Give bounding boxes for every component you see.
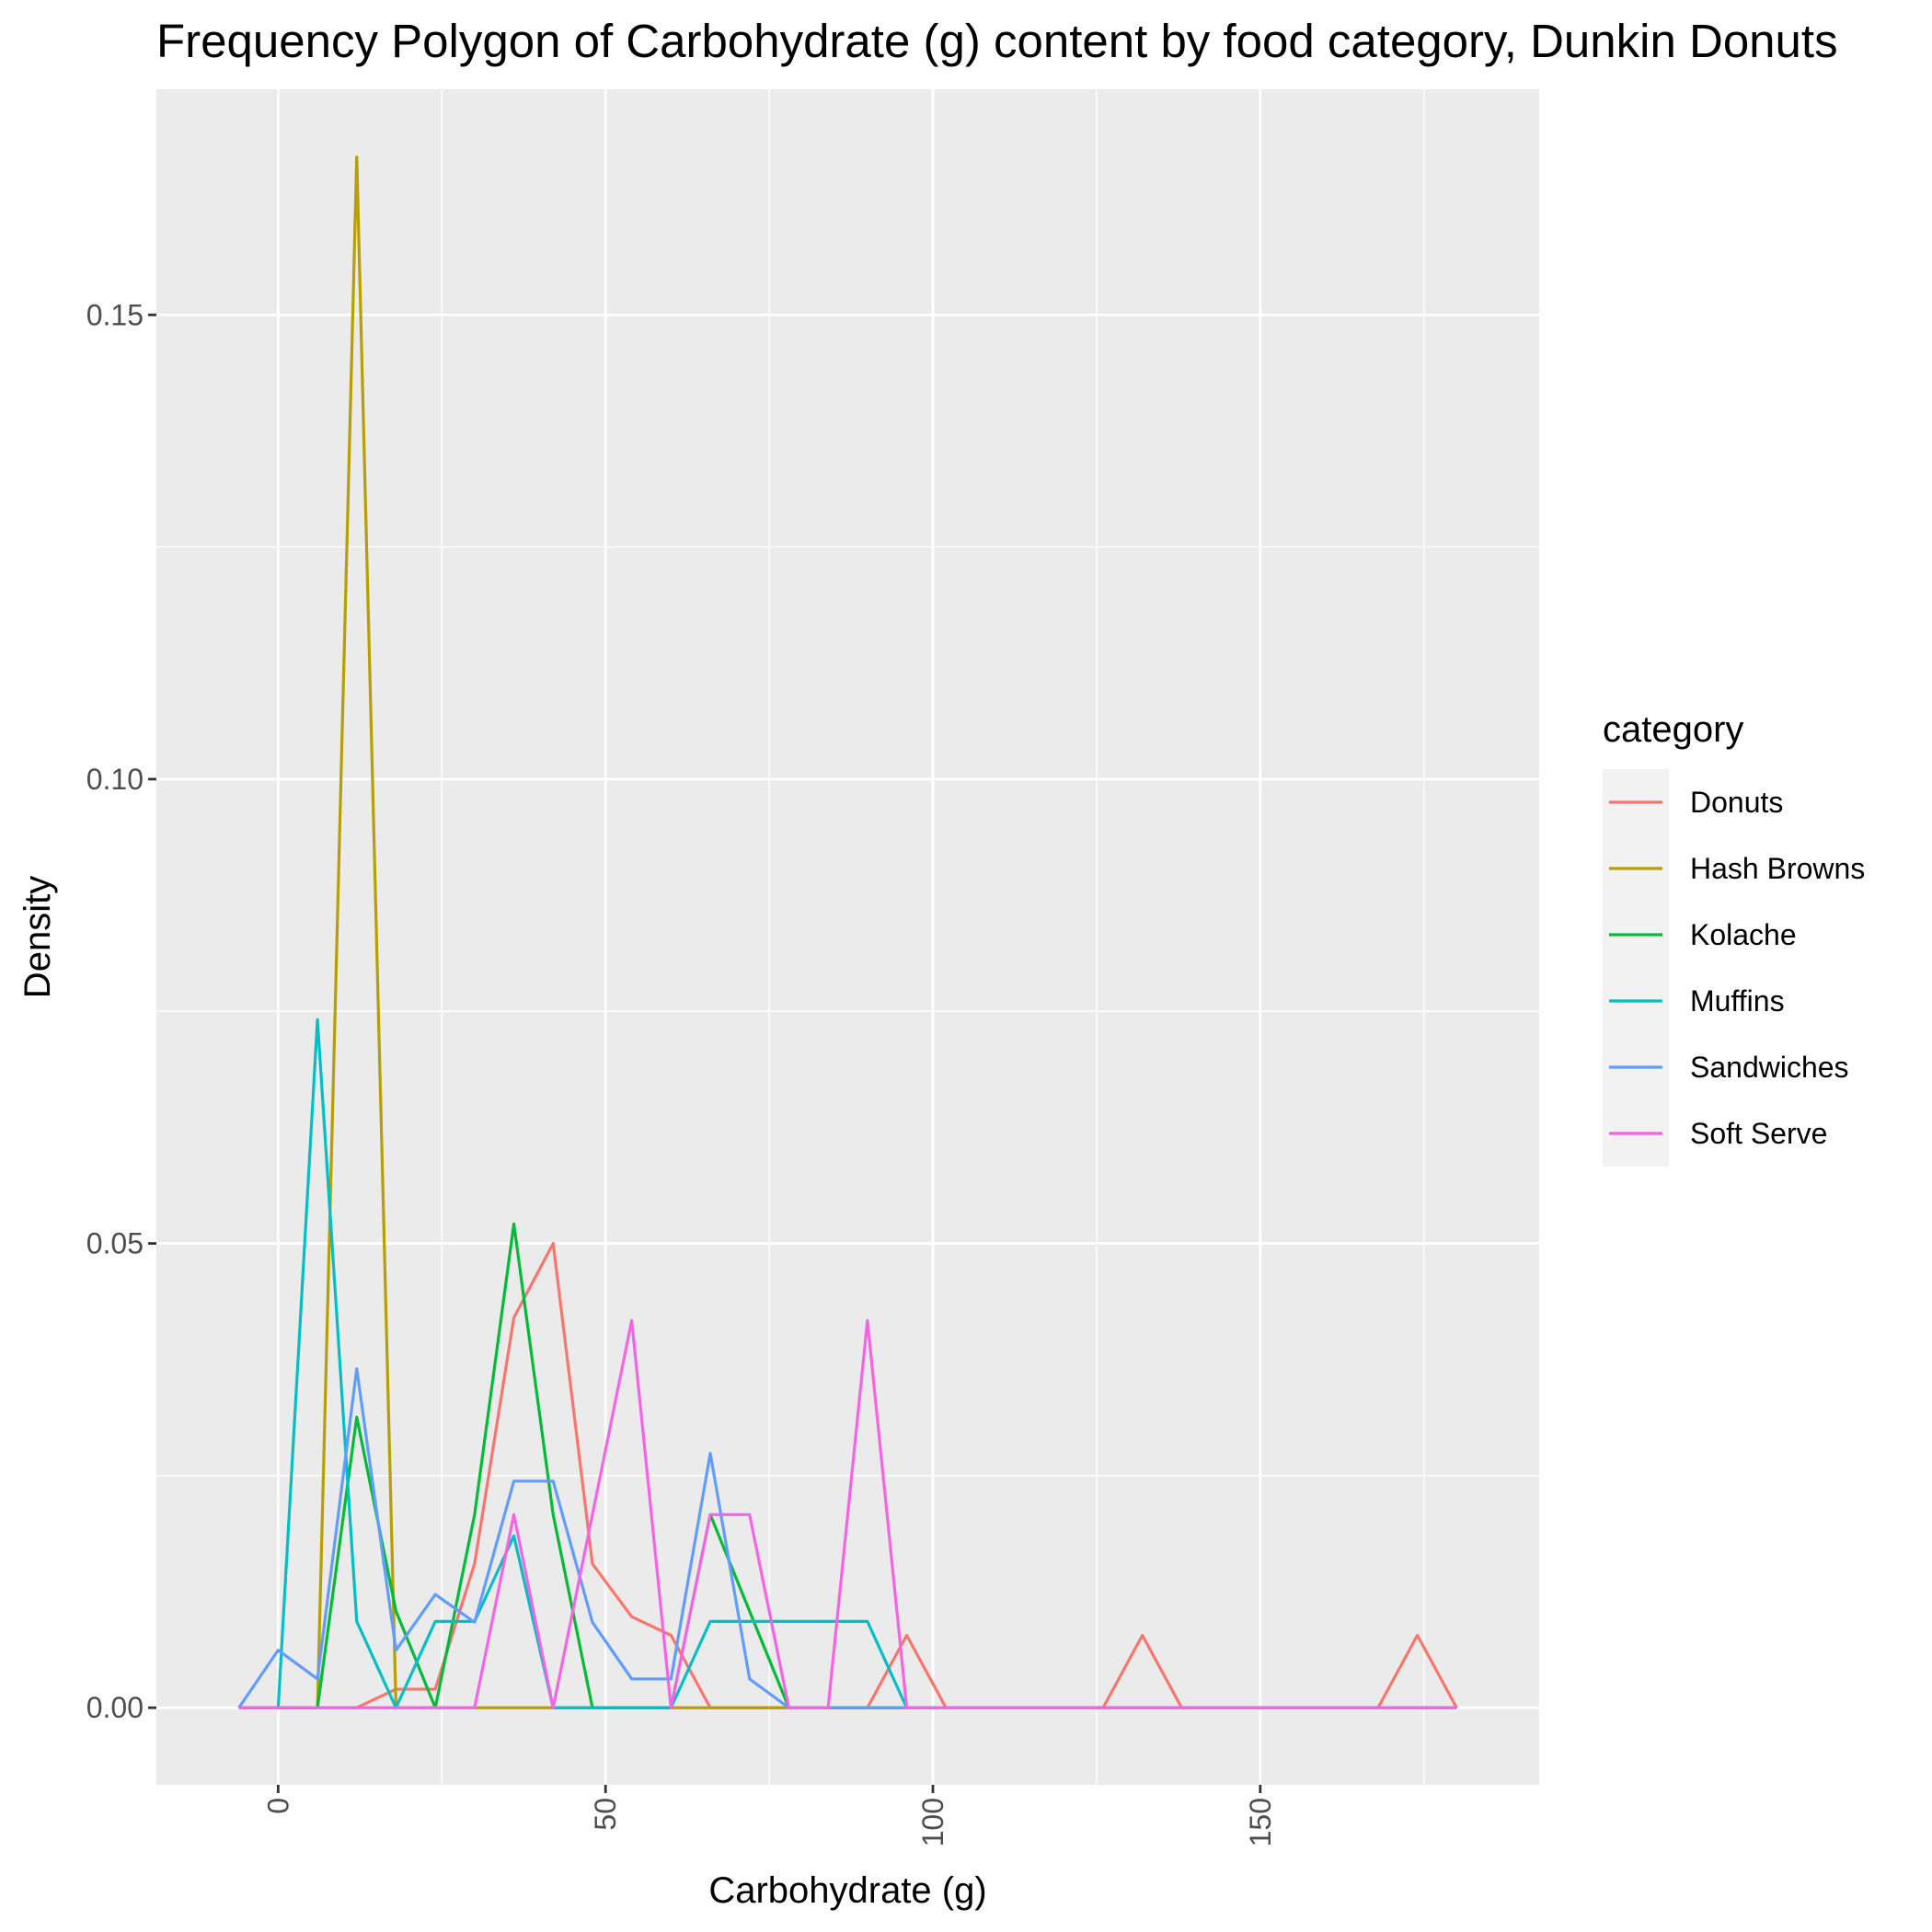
- x-tick-label: 0: [261, 1798, 294, 1814]
- grid-major: [156, 89, 1539, 1785]
- series-line-soft-serve: [238, 1318, 1457, 1709]
- legend-label-hash-browns: Hash Browns: [1690, 852, 1865, 885]
- legend-label-kolache: Kolache: [1690, 918, 1797, 951]
- x-tick-label: 100: [916, 1798, 949, 1846]
- legend-label-soft-serve: Soft Serve: [1690, 1117, 1827, 1150]
- legend: category Donuts Hash Browns Kolache Muffins…: [1603, 709, 1865, 1167]
- y-axis: 0.00 0.05 0.10 0.15: [86, 298, 156, 1724]
- chart-title: Frequency Polygon of Carbohydrate (g) co…: [156, 15, 1838, 67]
- legend-key-background: [1603, 769, 1669, 1167]
- x-axis: 0 50 100 150: [261, 1785, 1277, 1846]
- x-tick-label: 50: [589, 1798, 622, 1831]
- x-axis-title: Carbohydrate (g): [708, 1870, 986, 1911]
- y-tick-label: 0.00: [86, 1691, 144, 1724]
- legend-label-donuts: Donuts: [1690, 786, 1783, 819]
- y-tick-label: 0.10: [86, 763, 144, 796]
- y-tick-label: 0.15: [86, 298, 144, 331]
- plot-panel: [156, 89, 1539, 1785]
- legend-items: Donuts Hash Browns Kolache Muffins Sandwiche…: [1609, 786, 1865, 1150]
- legend-title: category: [1603, 709, 1743, 750]
- grid-minor: [113, 89, 1539, 1785]
- y-tick-label: 0.05: [86, 1227, 144, 1260]
- y-axis-title: Density: [17, 876, 58, 998]
- x-tick-label: 150: [1244, 1798, 1277, 1846]
- legend-label-sandwiches: Sandwiches: [1690, 1051, 1849, 1084]
- series-lines: [237, 155, 1458, 1709]
- legend-label-muffins: Muffins: [1690, 984, 1785, 1018]
